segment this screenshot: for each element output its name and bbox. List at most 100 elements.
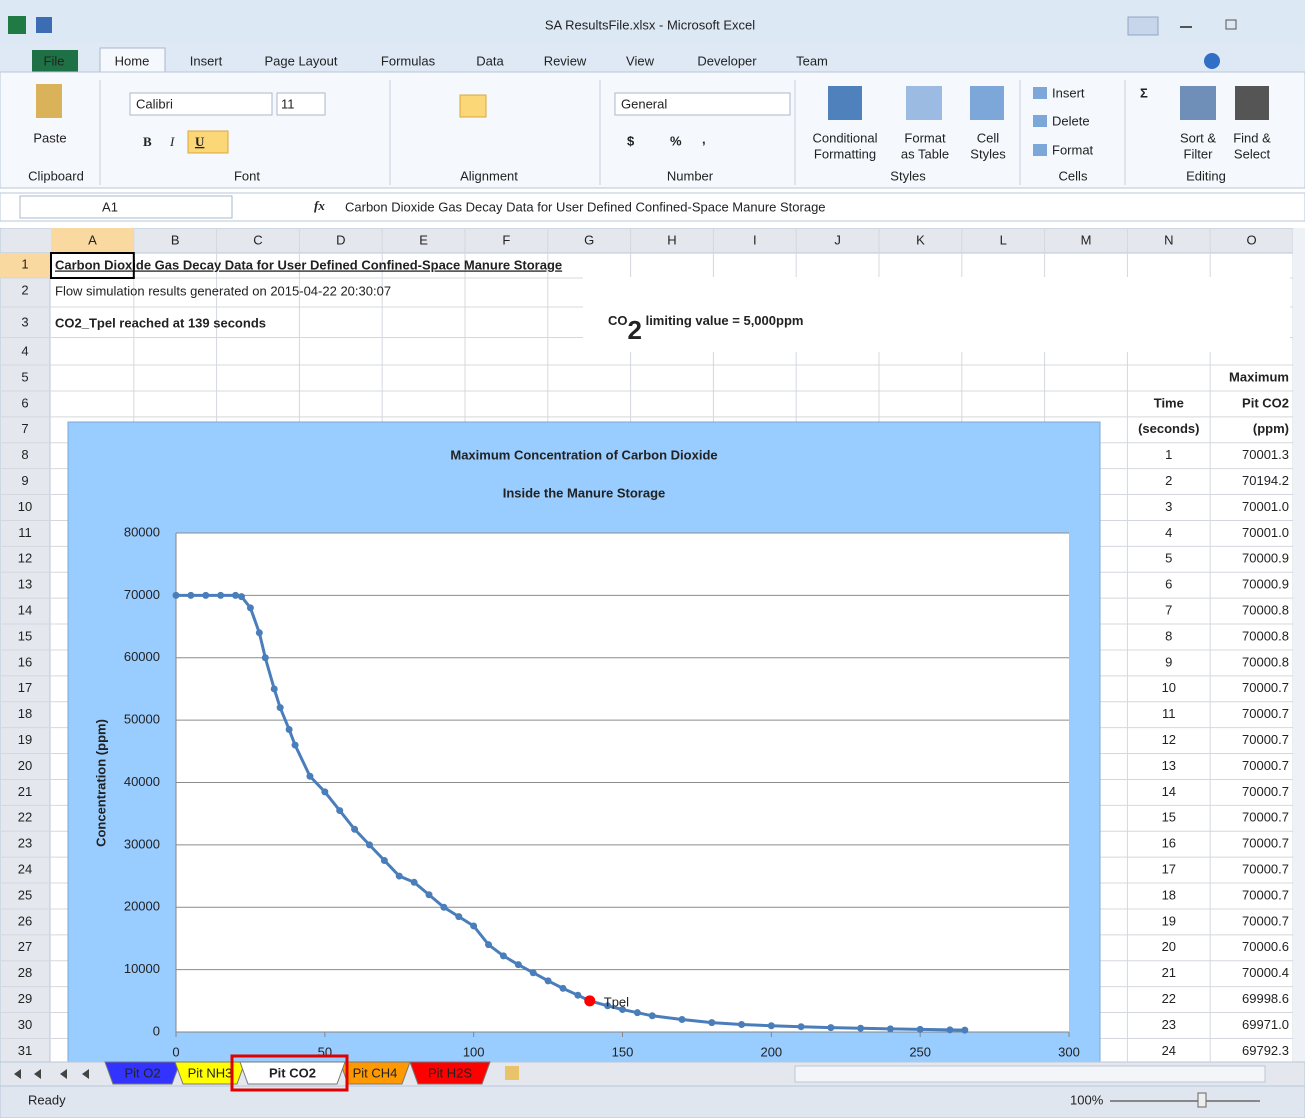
sheet-tab-label-active[interactable]: Pit CO2 bbox=[269, 1065, 316, 1080]
minimize[interactable] bbox=[1180, 26, 1192, 28]
time-cell[interactable]: 19 bbox=[1162, 913, 1176, 928]
cell-a2[interactable]: Flow simulation results generated on 201… bbox=[55, 283, 391, 298]
row-header[interactable]: 12 bbox=[18, 551, 32, 566]
sheet-tab-label[interactable]: Pit NH3 bbox=[188, 1065, 233, 1080]
co2-cell[interactable]: 70000.7 bbox=[1242, 680, 1289, 695]
name-box-text[interactable]: A1 bbox=[102, 199, 118, 214]
home-tab-bg[interactable] bbox=[99, 47, 166, 74]
co2-cell[interactable]: 70001.0 bbox=[1242, 525, 1289, 540]
column-header[interactable]: F bbox=[502, 232, 510, 247]
zoom-slider[interactable] bbox=[1110, 1100, 1260, 1102]
delete-icon[interactable] bbox=[1033, 115, 1047, 127]
row-header[interactable]: 17 bbox=[18, 680, 32, 695]
find-icon[interactable] bbox=[1235, 86, 1269, 120]
co2-cell[interactable]: 69998.6 bbox=[1242, 991, 1289, 1006]
cell-styles-icon[interactable] bbox=[970, 86, 1004, 120]
time-cell[interactable]: 5 bbox=[1165, 551, 1172, 566]
window-btn[interactable] bbox=[1127, 16, 1159, 36]
paste-label[interactable]: Paste bbox=[33, 130, 66, 145]
time-cell[interactable]: 15 bbox=[1162, 810, 1176, 825]
currency-btn[interactable]: $ bbox=[627, 133, 635, 148]
row-header[interactable]: 10 bbox=[18, 499, 32, 514]
row-header[interactable]: 5 bbox=[21, 369, 28, 384]
maximize[interactable] bbox=[1225, 19, 1237, 30]
row-header[interactable]: 3 bbox=[21, 314, 28, 329]
file-tab-bg[interactable] bbox=[32, 50, 78, 72]
sheet-tab-label[interactable]: Pit O2 bbox=[124, 1065, 160, 1080]
cell-a1[interactable]: Carbon Dioxide Gas Decay Data for User D… bbox=[55, 257, 562, 272]
time-cell[interactable]: 9 bbox=[1165, 654, 1172, 669]
ribbon-tab[interactable]: File bbox=[44, 53, 65, 68]
row-header[interactable]: 15 bbox=[18, 628, 32, 643]
row-header[interactable]: 18 bbox=[18, 706, 32, 721]
row-header[interactable]: 4 bbox=[21, 343, 28, 358]
edit-btn-label[interactable]: Select bbox=[1234, 146, 1271, 161]
co2-cell[interactable]: 70000.7 bbox=[1242, 784, 1289, 799]
sheet-tab-active[interactable] bbox=[239, 1061, 346, 1085]
row-header[interactable]: 31 bbox=[18, 1043, 32, 1058]
font-name-box[interactable] bbox=[129, 92, 273, 116]
column-header[interactable]: K bbox=[916, 232, 925, 247]
underline-label[interactable]: U bbox=[195, 134, 205, 149]
time-cell[interactable]: 1 bbox=[1165, 447, 1172, 462]
font-name[interactable]: Calibri bbox=[136, 96, 173, 111]
comma-btn[interactable]: , bbox=[702, 131, 706, 146]
row-header[interactable]: 23 bbox=[18, 836, 32, 851]
tab-nav[interactable] bbox=[82, 1069, 89, 1079]
time-cell[interactable]: 16 bbox=[1162, 836, 1176, 851]
number-format[interactable]: General bbox=[621, 96, 667, 111]
co2-cell[interactable]: 70000.7 bbox=[1242, 706, 1289, 721]
autosum-btn[interactable]: Σ bbox=[1140, 85, 1148, 100]
time-cell[interactable]: 4 bbox=[1165, 525, 1172, 540]
ribbon-tab[interactable]: Data bbox=[476, 53, 504, 68]
sheet-tab[interactable] bbox=[104, 1061, 181, 1085]
formula-content[interactable]: Carbon Dioxide Gas Decay Data for User D… bbox=[345, 199, 826, 214]
time-cell[interactable]: 18 bbox=[1162, 887, 1176, 902]
sheet-tab-label[interactable]: Pit H2S bbox=[428, 1065, 472, 1080]
time-cell[interactable]: 23 bbox=[1162, 1017, 1176, 1032]
row-header[interactable]: 28 bbox=[18, 965, 32, 980]
column-header[interactable]: B bbox=[171, 232, 180, 247]
save-icon[interactable] bbox=[36, 17, 52, 33]
ribbon-tab[interactable]: Page Layout bbox=[264, 53, 337, 68]
underline-btn[interactable] bbox=[187, 130, 229, 154]
time-cell[interactable]: 12 bbox=[1162, 732, 1176, 747]
co2-cell[interactable]: 70000.7 bbox=[1242, 810, 1289, 825]
sort-icon[interactable] bbox=[1180, 86, 1216, 120]
column-header[interactable]: G bbox=[584, 232, 594, 247]
align-btn[interactable] bbox=[459, 94, 487, 118]
ribbon-tab[interactable]: View bbox=[626, 53, 655, 68]
column-header[interactable]: E bbox=[419, 232, 428, 247]
row-header[interactable]: 30 bbox=[18, 1017, 32, 1032]
co2-cell[interactable]: 70001.3 bbox=[1242, 447, 1289, 462]
row-header[interactable]: 1 bbox=[21, 256, 28, 271]
sheet-tab[interactable] bbox=[174, 1061, 246, 1085]
row-header[interactable]: 8 bbox=[21, 447, 28, 462]
tab-nav[interactable] bbox=[14, 1069, 21, 1079]
time-cell[interactable]: 21 bbox=[1162, 965, 1176, 980]
column-header[interactable]: O bbox=[1247, 232, 1257, 247]
row-header[interactable]: 21 bbox=[18, 784, 32, 799]
co2-cell[interactable]: 70000.7 bbox=[1242, 836, 1289, 851]
row-header[interactable]: 24 bbox=[18, 862, 32, 877]
insert-icon[interactable] bbox=[1033, 87, 1047, 99]
style-btn-label[interactable]: Format bbox=[904, 130, 946, 145]
style-btn-label[interactable]: Conditional bbox=[812, 130, 877, 145]
time-cell[interactable]: 13 bbox=[1162, 758, 1176, 773]
row-header[interactable]: 14 bbox=[18, 603, 32, 618]
co2-cell[interactable]: 70000.8 bbox=[1242, 628, 1289, 643]
font-size[interactable]: 11 bbox=[281, 96, 295, 111]
ribbon-tab[interactable]: Developer bbox=[697, 53, 757, 68]
column-header[interactable]: I bbox=[753, 232, 757, 247]
style-btn-label[interactable]: Cell bbox=[977, 130, 1000, 145]
row-header[interactable]: 27 bbox=[18, 939, 32, 954]
time-cell[interactable]: 14 bbox=[1162, 784, 1176, 799]
time-cell[interactable]: 20 bbox=[1162, 939, 1176, 954]
format-icon[interactable] bbox=[1033, 144, 1047, 156]
row-header[interactable]: 7 bbox=[21, 421, 28, 436]
time-cell[interactable]: 10 bbox=[1162, 680, 1176, 695]
v-scrollbar[interactable] bbox=[1293, 228, 1305, 1062]
table-icon[interactable] bbox=[906, 86, 942, 120]
help-icon[interactable] bbox=[1204, 53, 1220, 69]
column-header[interactable]: D bbox=[336, 232, 345, 247]
